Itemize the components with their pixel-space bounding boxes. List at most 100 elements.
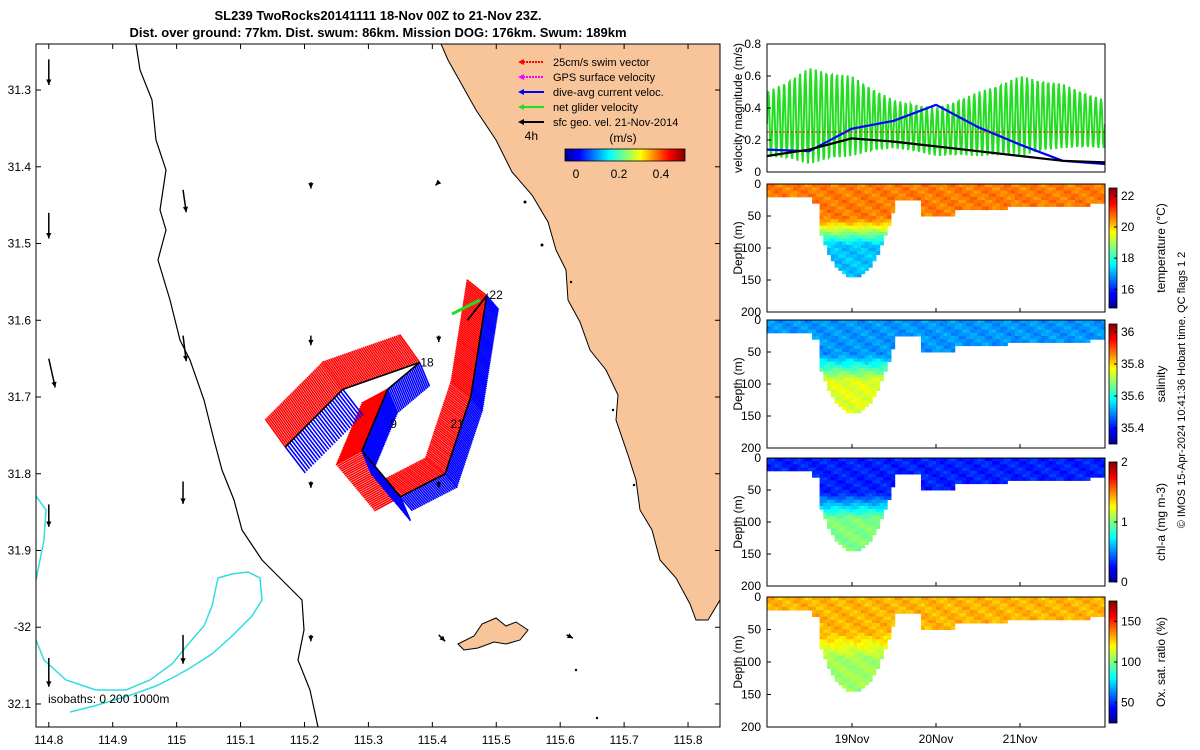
time-axis: 19Nov 20Nov 21Nov xyxy=(835,732,1038,746)
map-x-tick: 114.8 xyxy=(34,733,63,747)
depth-tick: 0 xyxy=(754,451,761,465)
geo-arrow xyxy=(48,358,57,388)
colorbar-tick: 20 xyxy=(1121,220,1135,234)
depth-tick: 150 xyxy=(741,273,761,287)
depth-tick: 50 xyxy=(748,209,762,223)
island xyxy=(457,617,529,651)
colorbar-tick: 100 xyxy=(1121,655,1141,669)
section-panel-temperature: 0 50 100 150 200 Depth (m) 16 18 20 22 temperature… xyxy=(731,177,1168,319)
geo-arrow xyxy=(46,657,52,687)
map-y-tick: 31.5 xyxy=(8,237,32,251)
colorbar-label: Ox. sat. ratio (%) xyxy=(1154,617,1168,707)
legend-entry: GPS surface velocity xyxy=(553,72,656,84)
section-panel-salinity: 0 50 100 150 200 Depth (m) 35.4 35.6 35.8 36 salin… xyxy=(731,313,1168,455)
map-y-tick: -32 xyxy=(14,620,32,634)
colorbar-tick: 0 xyxy=(573,167,580,181)
legend-entry: sfc geo. vel. 21-Nov-2014 xyxy=(553,117,678,129)
isobath-label: isobaths: 0 200 1000m xyxy=(48,692,169,706)
colorbar-tick: 50 xyxy=(1121,696,1135,710)
colorbar-label: chl-a (mg m-3) xyxy=(1154,483,1168,561)
map-legend: 25cm/s swim vector GPS surface velocity di… xyxy=(518,57,678,129)
depth-tick: 0 xyxy=(754,590,761,604)
velocity-y-tick: 0.8 xyxy=(744,37,761,51)
colorbar-tick: 22 xyxy=(1121,189,1135,203)
day-marker: 9 xyxy=(390,417,397,431)
geo-arrow xyxy=(180,634,186,664)
depth-tick: 50 xyxy=(748,623,762,637)
geo-arrow xyxy=(46,504,52,527)
geo-arrow xyxy=(438,634,446,642)
map-y-tick: 31.9 xyxy=(8,543,32,557)
figure-title-line2: Dist. over ground: 77km. Dist. swum: 86k… xyxy=(129,25,626,40)
depth-ylabel: Depth (m) xyxy=(731,357,745,410)
depth-tick: 100 xyxy=(741,655,761,669)
map-y-tick: 31.4 xyxy=(8,160,32,174)
map-y-tick: 32.1 xyxy=(8,697,32,711)
velocity-ylabel: velocity magnitude (m/s) xyxy=(731,43,745,173)
colorbar-label: temperature (°C) xyxy=(1154,203,1168,293)
time-tick: 20Nov xyxy=(919,732,954,746)
map-y-tick: 31.6 xyxy=(8,313,32,327)
depth-tick: 0 xyxy=(754,177,761,191)
colorbar xyxy=(1108,187,1118,309)
depth-ylabel: Depth (m) xyxy=(731,221,745,274)
colorbar-tick: 0.2 xyxy=(611,167,628,181)
map-x-tick: 115 xyxy=(167,733,186,747)
map-x-tick: 115.2 xyxy=(290,733,319,747)
section-panel-chl-a: 0 50 100 150 200 Depth (m) 0 1 2 chl-a (mg m-3) xyxy=(731,451,1168,593)
map-x-tick: 115.4 xyxy=(418,733,447,747)
colorbar-tick: 35.4 xyxy=(1121,421,1145,435)
geo-arrow xyxy=(182,335,189,362)
depth-tick: 200 xyxy=(741,579,761,593)
geo-arrow xyxy=(46,59,52,85)
geo-arrow xyxy=(434,179,442,186)
legend-entry: 25cm/s swim vector xyxy=(553,57,650,69)
depth-ylabel: Depth (m) xyxy=(731,495,745,548)
time-tick: 21Nov xyxy=(1003,732,1038,746)
map-x-tick: 115.7 xyxy=(610,733,639,747)
legend-entry: net glider velocity xyxy=(553,102,638,114)
depth-tick: 100 xyxy=(741,377,761,391)
time-tick: 19Nov xyxy=(835,732,870,746)
map-x-tick: 115.6 xyxy=(546,733,575,747)
depth-tick: 150 xyxy=(741,409,761,423)
velocity-series-sfc-geo-vel- xyxy=(767,137,1105,164)
geo-arrow xyxy=(436,481,442,488)
geo-arrow xyxy=(308,481,314,488)
map-x-tick: 115.1 xyxy=(226,733,255,747)
map-y-tick: 31.3 xyxy=(8,83,32,97)
velocity-series-dive-avg-current xyxy=(767,103,1105,166)
colorbar-tick: 150 xyxy=(1121,614,1141,628)
dive-avg-current-vectors xyxy=(284,295,500,522)
map-panel: 18 9 21 22 114.8 114.9 115 115.1 115.2 115.3 115.… xyxy=(8,43,721,747)
geo-arrow xyxy=(180,481,186,504)
colorbar-tick: 16 xyxy=(1121,282,1135,296)
depth-tick: 150 xyxy=(741,688,761,702)
depth-tick: 50 xyxy=(748,345,762,359)
colorbar-tick: 1 xyxy=(1121,515,1128,529)
depth-tick: 200 xyxy=(741,720,761,734)
map-x-tick: 115.5 xyxy=(482,733,511,747)
swim-vectors xyxy=(264,279,488,512)
colorbar-tick: 35.8 xyxy=(1121,357,1145,371)
colorbar-tick: 2 xyxy=(1121,455,1128,469)
colorbar-tick: 0.4 xyxy=(653,167,670,181)
depth-ylabel: Depth (m) xyxy=(731,635,745,688)
velocity-y-tick: 0.2 xyxy=(744,133,761,147)
depth-tick: 50 xyxy=(748,483,762,497)
geo-arrow xyxy=(46,212,52,239)
depth-tick: 0 xyxy=(754,313,761,327)
colorbar-label: salinity xyxy=(1154,366,1168,403)
velocity-y-tick: 0.6 xyxy=(744,69,761,83)
colorbar-tick: 35.6 xyxy=(1121,389,1145,403)
velocity-y-tick: 0 xyxy=(754,165,761,179)
glider-track xyxy=(284,292,488,498)
velocity-y-tick: 0.4 xyxy=(744,101,761,115)
map-y-tick: 31.8 xyxy=(8,467,32,481)
map-x-tick: 114.9 xyxy=(98,733,127,747)
legend-entry: dive-avg current veloc. xyxy=(553,87,664,99)
isobath-1000m xyxy=(36,495,263,713)
map-y-tick: 31.7 xyxy=(8,390,32,404)
